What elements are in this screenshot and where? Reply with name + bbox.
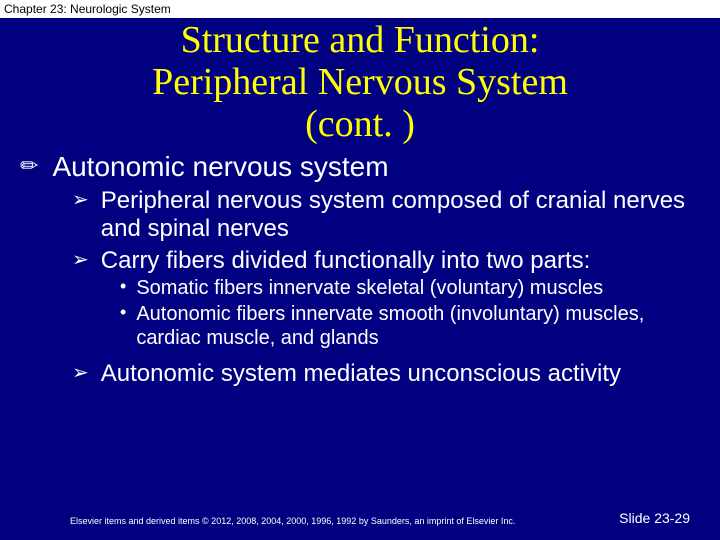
bullet-level3: • Somatic fibers innervate skeletal (vol…	[120, 276, 700, 300]
level1-text: Autonomic nervous system	[52, 151, 700, 183]
level2-text: Carry fibers divided functionally into t…	[101, 247, 700, 275]
pencil-icon: ✏	[20, 151, 38, 182]
dot-icon: •	[120, 302, 126, 324]
dot-icon: •	[120, 276, 126, 298]
title-line-2: Peripheral Nervous System	[0, 62, 720, 104]
bullet-level1: ✏ Autonomic nervous system	[20, 151, 700, 183]
triangle-icon: ➢	[72, 360, 89, 386]
title-line-1: Structure and Function:	[0, 20, 720, 62]
bullet-level3: • Autonomic fibers innervate smooth (inv…	[120, 302, 700, 350]
chapter-header: Chapter 23: Neurologic System	[0, 0, 720, 18]
title-line-3: (cont. )	[0, 104, 720, 146]
triangle-icon: ➢	[72, 187, 89, 213]
copyright-text: Elsevier items and derived items © 2012,…	[70, 516, 515, 526]
slide-title: Structure and Function: Peripheral Nervo…	[0, 0, 720, 145]
bullet-level2: ➢ Autonomic system mediates unconscious …	[72, 360, 700, 388]
bullet-level2: ➢ Peripheral nervous system composed of …	[72, 187, 700, 242]
content-area: ✏ Autonomic nervous system ➢ Peripheral …	[0, 151, 720, 387]
slide-number: Slide 23-29	[619, 510, 690, 526]
bullet-level2: ➢ Carry fibers divided functionally into…	[72, 247, 700, 275]
triangle-icon: ➢	[72, 247, 89, 273]
level3-text: Somatic fibers innervate skeletal (volun…	[136, 276, 700, 300]
level2-text: Peripheral nervous system composed of cr…	[101, 187, 700, 242]
level2-text: Autonomic system mediates unconscious ac…	[101, 360, 700, 388]
level3-text: Autonomic fibers innervate smooth (invol…	[136, 302, 700, 350]
